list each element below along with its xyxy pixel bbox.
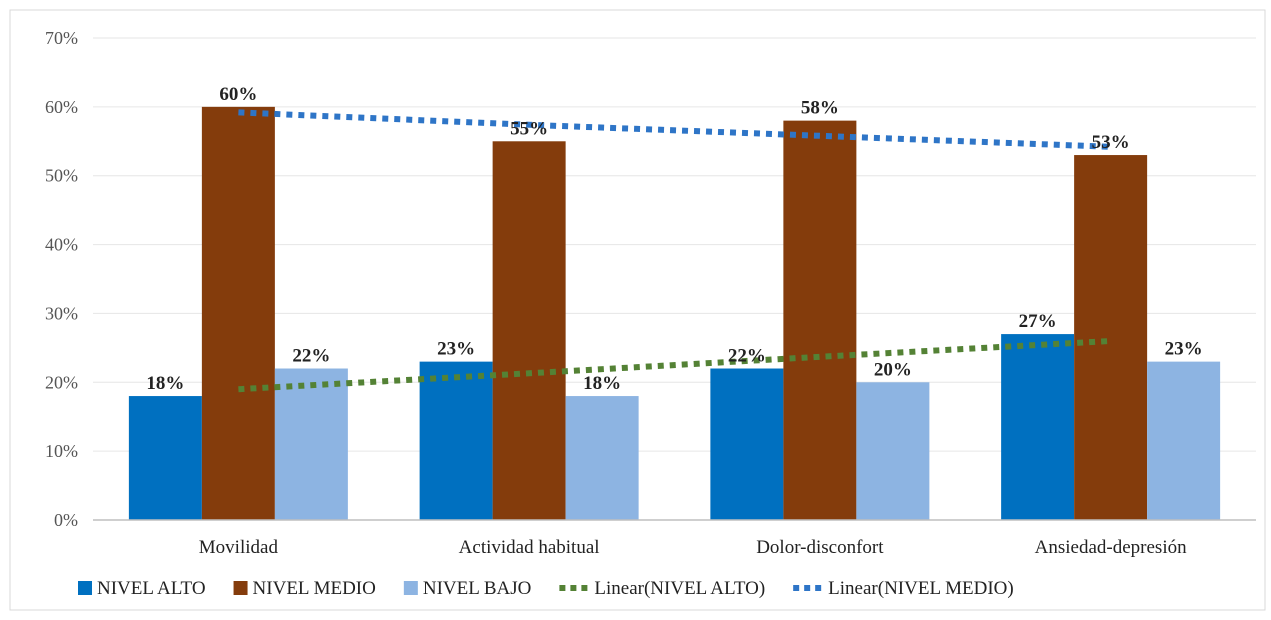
data-label: 58% [801, 98, 839, 119]
bar-nivel-medio [201, 106, 275, 520]
legend-label: NIVEL BAJO [423, 578, 532, 599]
data-label: 23% [437, 339, 475, 360]
data-label: 23% [1165, 339, 1203, 360]
data-label: 18% [146, 373, 184, 394]
trendline-nivel-alto [238, 338, 1111, 393]
y-tick-label: 30% [45, 303, 78, 323]
x-category-label: Movilidad [199, 537, 279, 558]
data-label: 22% [728, 346, 766, 367]
legend-item: NIVEL MEDIO [233, 578, 376, 599]
x-category-label: Actividad habitual [459, 537, 600, 558]
y-tick-label: 50% [45, 166, 78, 186]
bar-nivel-alto [419, 361, 493, 520]
legend-label: Linear(NIVEL MEDIO) [828, 578, 1014, 599]
bar-nivel-medio [1074, 155, 1148, 521]
legend-item: Linear(NIVEL MEDIO) [793, 578, 1014, 599]
legend-item: NIVEL ALTO [78, 578, 206, 599]
x-category-label: Dolor-disconfort [756, 537, 884, 558]
x-category-label: Ansiedad-depresión [1035, 537, 1187, 558]
legend-swatch [233, 581, 248, 595]
data-label: 55% [510, 118, 548, 139]
bar-nivel-bajo [1147, 361, 1221, 520]
data-label: 20% [874, 359, 912, 380]
bar-nivel-alto [710, 368, 784, 520]
chart-frame [9, 9, 1266, 611]
bar-nivel-bajo [856, 382, 930, 520]
data-labels: 18% 60% 22% 23% 55% 18% 22% 58% 20% 27% 53% 23% [146, 84, 1202, 394]
y-tick-label: 70% [45, 28, 78, 48]
bar-nivel-medio [492, 141, 566, 521]
bar-nivel-alto [1001, 334, 1075, 520]
trendlines [238, 109, 1111, 393]
y-tick-label: 0% [54, 510, 78, 530]
data-label: 18% [583, 373, 621, 394]
y-tick-label: 10% [45, 441, 78, 461]
x-axis: Movilidad Actividad habitual Dolor-disconf… [93, 519, 1256, 558]
legend-swatch [78, 581, 92, 595]
bars [128, 106, 1221, 521]
legend-label: NIVEL MEDIO [253, 578, 376, 599]
y-tick-label: 60% [45, 97, 78, 117]
legend-label: NIVEL ALTO [97, 578, 206, 599]
bar-nivel-alto [128, 396, 202, 520]
legend-label: Linear(NIVEL ALTO) [594, 578, 765, 599]
bar-nivel-bajo [565, 396, 639, 520]
trendline-nivel-medio [238, 109, 1111, 150]
y-tick-label: 40% [45, 235, 78, 255]
data-label: 27% [1019, 311, 1057, 332]
y-tick-label: 20% [45, 372, 78, 392]
legend-item: Linear(NIVEL ALTO) [559, 578, 765, 599]
data-label: 22% [292, 346, 330, 367]
legend-swatch [403, 581, 418, 595]
data-label: 53% [1092, 132, 1130, 153]
bar-nivel-bajo [274, 368, 348, 520]
legend: NIVEL ALTO NIVEL MEDIO NIVEL BAJO Linear(NI… [78, 578, 1014, 599]
data-label: 60% [219, 84, 257, 105]
bar-nivel-medio [783, 120, 857, 520]
y-axis: 0% 10% 20% 30% 40% 50% 60% 70% [45, 28, 78, 530]
legend-item: NIVEL BAJO [403, 578, 532, 599]
